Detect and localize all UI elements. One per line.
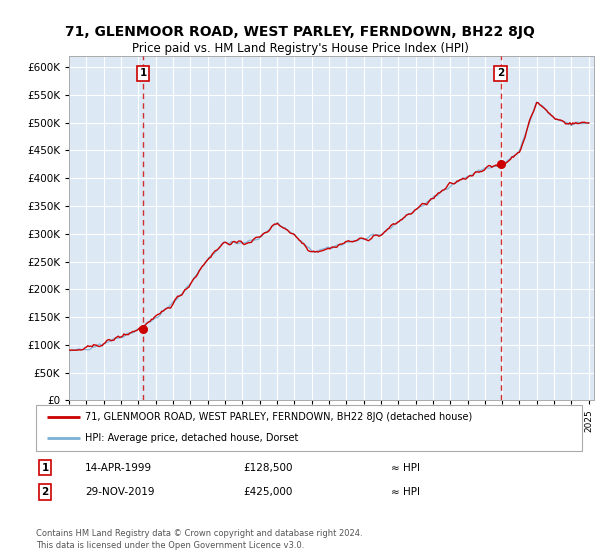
Text: HPI: Average price, detached house, Dorset: HPI: Average price, detached house, Dors… [85,433,299,444]
Text: 2: 2 [497,68,504,78]
Text: Price paid vs. HM Land Registry's House Price Index (HPI): Price paid vs. HM Land Registry's House … [131,42,469,55]
Text: £128,500: £128,500 [244,463,293,473]
Text: ≈ HPI: ≈ HPI [391,463,420,473]
Text: 1: 1 [41,463,49,473]
Text: Contains HM Land Registry data © Crown copyright and database right 2024.
This d: Contains HM Land Registry data © Crown c… [36,529,362,550]
Text: 14-APR-1999: 14-APR-1999 [85,463,152,473]
Text: 2: 2 [41,487,49,497]
Text: ≈ HPI: ≈ HPI [391,487,420,497]
Text: 1: 1 [140,68,147,78]
FancyBboxPatch shape [36,405,582,451]
Text: 71, GLENMOOR ROAD, WEST PARLEY, FERNDOWN, BH22 8JQ: 71, GLENMOOR ROAD, WEST PARLEY, FERNDOWN… [65,25,535,39]
Text: £425,000: £425,000 [244,487,293,497]
Text: 71, GLENMOOR ROAD, WEST PARLEY, FERNDOWN, BH22 8JQ (detached house): 71, GLENMOOR ROAD, WEST PARLEY, FERNDOWN… [85,412,472,422]
Text: 29-NOV-2019: 29-NOV-2019 [85,487,155,497]
